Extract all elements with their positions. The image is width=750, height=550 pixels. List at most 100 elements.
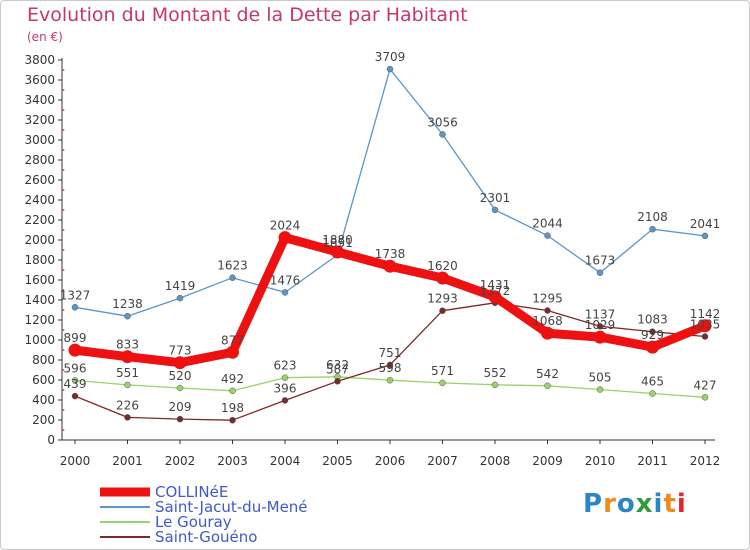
data-label: 1327 xyxy=(60,288,91,302)
data-label: 2108 xyxy=(637,210,668,224)
y-tick-label: 3400 xyxy=(24,93,55,107)
data-label: 1372 xyxy=(480,284,511,298)
data-point xyxy=(491,381,499,389)
data-label: 833 xyxy=(116,338,139,352)
data-label: 520 xyxy=(169,369,192,383)
data-label: 1238 xyxy=(112,297,143,311)
data-label: 2044 xyxy=(532,217,563,231)
data-point xyxy=(229,274,236,281)
logo-letter: i xyxy=(676,489,687,519)
data-point xyxy=(386,361,394,369)
data-point xyxy=(596,269,604,276)
data-point xyxy=(331,245,344,259)
data-point xyxy=(71,377,79,384)
logo-letter: P xyxy=(583,489,604,519)
data-label: 1620 xyxy=(427,259,458,273)
data-label: 198 xyxy=(221,401,244,415)
data-label: 3709 xyxy=(375,50,406,64)
x-axis-ticks: 2000 2001 2002 2003 2004 2005 2006 2007 2008 2009… xyxy=(60,440,720,468)
data-label: 1083 xyxy=(637,313,668,327)
y-minor-tick xyxy=(62,89,65,91)
y-axis-ticks: 0 200 400 600 800 1000 1200 1400 1600 1800 2000 220… xyxy=(24,53,65,447)
y-minor-tick xyxy=(62,409,65,411)
data-label: 1880 xyxy=(322,233,353,247)
logo-letter: o xyxy=(616,489,636,519)
y-tick-label: 2400 xyxy=(24,193,55,207)
data-label: 623 xyxy=(274,359,297,373)
data-point xyxy=(124,414,131,421)
y-minor-tick xyxy=(62,289,65,291)
y-tick-label: 3200 xyxy=(24,113,55,127)
y-minor-tick xyxy=(62,129,65,131)
data-label: 1738 xyxy=(375,247,406,261)
y-tick-label: 1400 xyxy=(24,293,55,307)
data-point xyxy=(229,416,236,424)
data-label: 1142 xyxy=(690,307,721,321)
logo-letter: r xyxy=(603,489,617,519)
data-point xyxy=(701,232,709,240)
x-tick-label: 2006 xyxy=(375,454,406,468)
data-label: 1068 xyxy=(532,314,563,328)
y-tick-label: 2600 xyxy=(24,173,55,187)
y-tick-label: 3800 xyxy=(24,53,55,67)
y-tick-label: 2000 xyxy=(24,233,55,247)
y-minor-tick xyxy=(62,209,65,211)
data-label: 226 xyxy=(116,398,139,412)
chart-subtitle: (en €) xyxy=(27,30,63,44)
y-tick-label: 1600 xyxy=(24,273,55,287)
data-point xyxy=(71,392,79,400)
data-label: 751 xyxy=(379,346,402,360)
data-point xyxy=(124,312,131,320)
data-label: 899 xyxy=(64,331,87,345)
y-minor-tick xyxy=(62,309,65,311)
data-point xyxy=(334,378,341,385)
data-label: 542 xyxy=(536,367,559,381)
data-point xyxy=(544,307,551,314)
data-label: 877 xyxy=(221,333,244,347)
data-point xyxy=(649,328,656,335)
data-point xyxy=(124,381,131,389)
y-minor-tick xyxy=(62,389,65,391)
data-label: 427 xyxy=(694,378,717,392)
data-label: 598 xyxy=(379,361,402,375)
data-point xyxy=(176,294,184,302)
y-tick-label: 2800 xyxy=(24,153,55,167)
data-point xyxy=(544,382,551,390)
data-point xyxy=(488,290,502,304)
data-label: 465 xyxy=(641,375,664,389)
y-minor-tick xyxy=(62,349,65,351)
data-label: 492 xyxy=(221,372,244,386)
x-tick-label: 2005 xyxy=(322,454,353,468)
y-tick-label: 0 xyxy=(47,433,55,447)
data-label: 773 xyxy=(169,344,192,358)
y-tick-label: 400 xyxy=(32,393,55,407)
data-label: 1419 xyxy=(165,279,196,293)
y-tick-label: 1000 xyxy=(24,333,55,347)
data-point xyxy=(698,319,712,333)
data-label: 1623 xyxy=(217,259,248,273)
data-label: 439 xyxy=(64,377,87,391)
data-point xyxy=(281,374,289,381)
y-minor-tick xyxy=(62,149,65,151)
data-point xyxy=(386,376,394,384)
data-point xyxy=(439,131,446,138)
data-point xyxy=(701,394,709,401)
data-label: 596 xyxy=(64,361,87,375)
data-label: 1673 xyxy=(585,254,616,268)
y-minor-tick xyxy=(62,269,65,271)
data-label: 1431 xyxy=(480,278,511,292)
data-label: 505 xyxy=(589,371,612,385)
legend-label: Le Gouray xyxy=(155,513,232,531)
data-point xyxy=(173,356,187,370)
y-minor-tick xyxy=(62,429,65,431)
proxiti-logo: Proxiti xyxy=(583,489,687,519)
x-tick-label: 2001 xyxy=(112,454,143,468)
y-tick-label: 600 xyxy=(32,373,55,387)
data-point xyxy=(544,232,551,239)
data-point xyxy=(68,343,82,357)
data-labels: 899 833 773 877 2024 1880 1738 1620 1431 1068 1029… xyxy=(60,50,721,415)
data-point xyxy=(278,231,292,245)
logo-letter: t xyxy=(663,489,677,519)
